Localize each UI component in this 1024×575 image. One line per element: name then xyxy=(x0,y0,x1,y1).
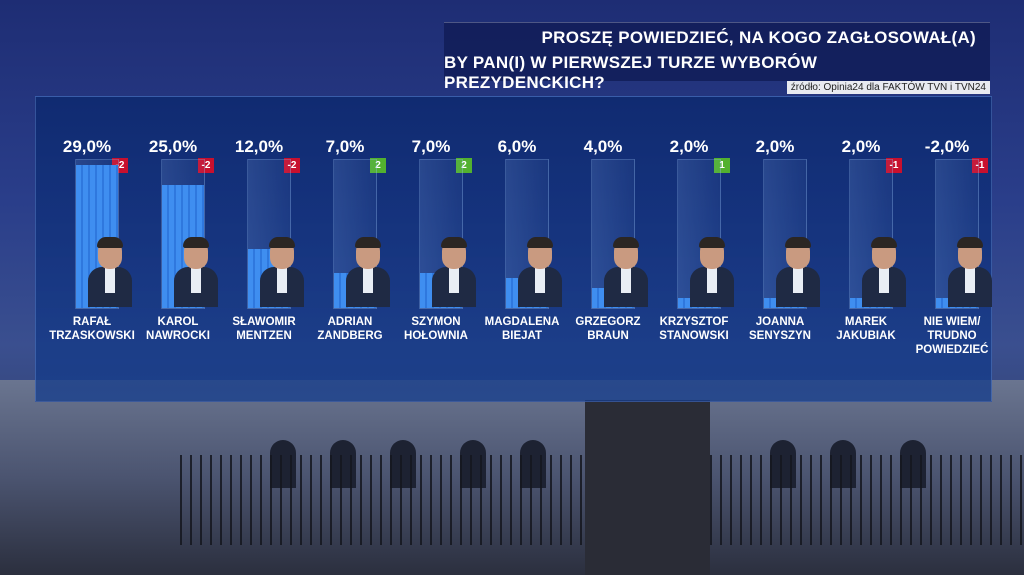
portrait-shirt xyxy=(277,267,287,293)
portrait-hair xyxy=(957,237,983,248)
portrait-shirt xyxy=(449,267,459,293)
bar-column: 29,0% -2 RAFAŁ TRZASKOWSKI xyxy=(49,97,136,401)
portrait-hair xyxy=(441,237,467,248)
change-badge: -2 xyxy=(198,158,214,173)
background-monument xyxy=(585,400,710,575)
portrait-hair xyxy=(183,237,209,248)
portrait-shirt xyxy=(535,267,545,293)
candidate-photo xyxy=(518,237,562,307)
change-badge: -1 xyxy=(972,158,988,173)
bar-column: 2,0% JOANNA SENYSZYN xyxy=(738,97,824,401)
portrait-shirt xyxy=(621,267,631,293)
bar-value-label: 6,0% xyxy=(497,137,537,156)
bar-value-label: 4,0% xyxy=(583,137,623,156)
bar-value-label: 7,0% xyxy=(411,137,451,156)
bar-value-label: 25,0% xyxy=(148,137,198,156)
portrait-shirt xyxy=(793,267,803,293)
candidate-name-label: KRZYSZTOF STANOWSKI xyxy=(659,316,729,342)
portrait-hair xyxy=(699,237,725,248)
candidate-name-label: SŁAWOMIR MENTZEN xyxy=(232,316,296,342)
bar-column: 25,0% -2 KAROL NAWROCKI xyxy=(136,97,222,401)
candidate-name-label: JOANNA SENYSZYN xyxy=(749,316,811,342)
portrait-shirt xyxy=(965,267,975,293)
bar-value-label: 2,0% xyxy=(755,137,795,156)
portrait-hair xyxy=(613,237,639,248)
candidate-photo xyxy=(948,237,992,307)
portrait-shirt xyxy=(707,267,717,293)
chart-panel: 29,0% -2 RAFAŁ TRZASKOWSKI 25,0% -2 KAROL NAW… xyxy=(35,96,992,402)
bar-column: 12,0% -2 SŁAWOMIR MENTZEN xyxy=(222,97,308,401)
bar-value-label: 2,0% xyxy=(841,137,881,156)
bar-column: 7,0% 2 SZYMON HOŁOWNIA xyxy=(394,97,480,401)
chart-title-box: PROSZĘ POWIEDZIEĆ, NA KOGO ZAGŁOSOWAŁ(A)… xyxy=(444,22,990,92)
portrait-hair xyxy=(871,237,897,248)
portrait-hair xyxy=(527,237,553,248)
candidate-photo xyxy=(88,237,132,307)
candidate-photo xyxy=(604,237,648,307)
candidate-photo xyxy=(260,237,304,307)
bar-value-label: 29,0% xyxy=(62,137,112,156)
portrait-hair xyxy=(269,237,295,248)
change-badge: 2 xyxy=(370,158,386,173)
bar-column: 7,0% 2 ADRIAN ZANDBERG xyxy=(308,97,394,401)
candidate-name-label: KAROL NAWROCKI xyxy=(146,316,210,342)
candidate-photo xyxy=(432,237,476,307)
candidate-photo xyxy=(346,237,390,307)
change-badge: -1 xyxy=(886,158,902,173)
portrait-shirt xyxy=(879,267,889,293)
bar-column: 2,0% -1 MAREK JAKUBIAK xyxy=(824,97,910,401)
source-caption: źródło: Opinia24 dla FAKTÓW TVN i TVN24 xyxy=(786,81,990,94)
candidate-photo xyxy=(174,237,218,307)
candidate-name-label: GRZEGORZ BRAUN xyxy=(575,316,641,342)
candidate-name-label: ADRIAN ZANDBERG xyxy=(317,316,383,342)
bar-value-label: 2,0% xyxy=(669,137,709,156)
candidate-name-label: NIE WIEM/ TRUDNO POWIEDZIEĆ xyxy=(915,316,989,356)
candidate-photo xyxy=(690,237,734,307)
candidate-name-label: SZYMON HOŁOWNIA xyxy=(404,316,468,342)
candidate-photo xyxy=(776,237,820,307)
bar-value-label: 12,0% xyxy=(234,137,284,156)
change-badge: -2 xyxy=(284,158,300,173)
bar-value-label: -2,0% xyxy=(924,137,970,156)
portrait-shirt xyxy=(191,267,201,293)
candidate-name-label: RAFAŁ TRZASKOWSKI xyxy=(49,316,135,342)
portrait-hair xyxy=(97,237,123,248)
chart-title-line-1: PROSZĘ POWIEDZIEĆ, NA KOGO ZAGŁOSOWAŁ(A) xyxy=(541,28,976,47)
change-badge: 2 xyxy=(456,158,472,173)
bar-column: -2,0% -1 NIE WIEM/ TRUDNO POWIEDZIEĆ xyxy=(910,97,996,401)
portrait-hair xyxy=(355,237,381,248)
bar-column: 6,0% MAGDALENA BIEJAT xyxy=(480,97,566,401)
candidate-name-label: MAREK JAKUBIAK xyxy=(836,316,896,342)
portrait-shirt xyxy=(105,267,115,293)
change-badge: 1 xyxy=(714,158,730,173)
candidate-photo xyxy=(862,237,906,307)
portrait-hair xyxy=(785,237,811,248)
bar-column: 2,0% 1 KRZYSZTOF STANOWSKI xyxy=(652,97,738,401)
portrait-shirt xyxy=(363,267,373,293)
bar-column: 4,0% GRZEGORZ BRAUN xyxy=(566,97,652,401)
bar-value-label: 7,0% xyxy=(325,137,365,156)
candidate-name-label: MAGDALENA BIEJAT xyxy=(484,316,560,342)
chart-title-line-2: BY PAN(I) W PIERWSZEJ TURZE WYBORÓW PREZ… xyxy=(444,53,818,92)
